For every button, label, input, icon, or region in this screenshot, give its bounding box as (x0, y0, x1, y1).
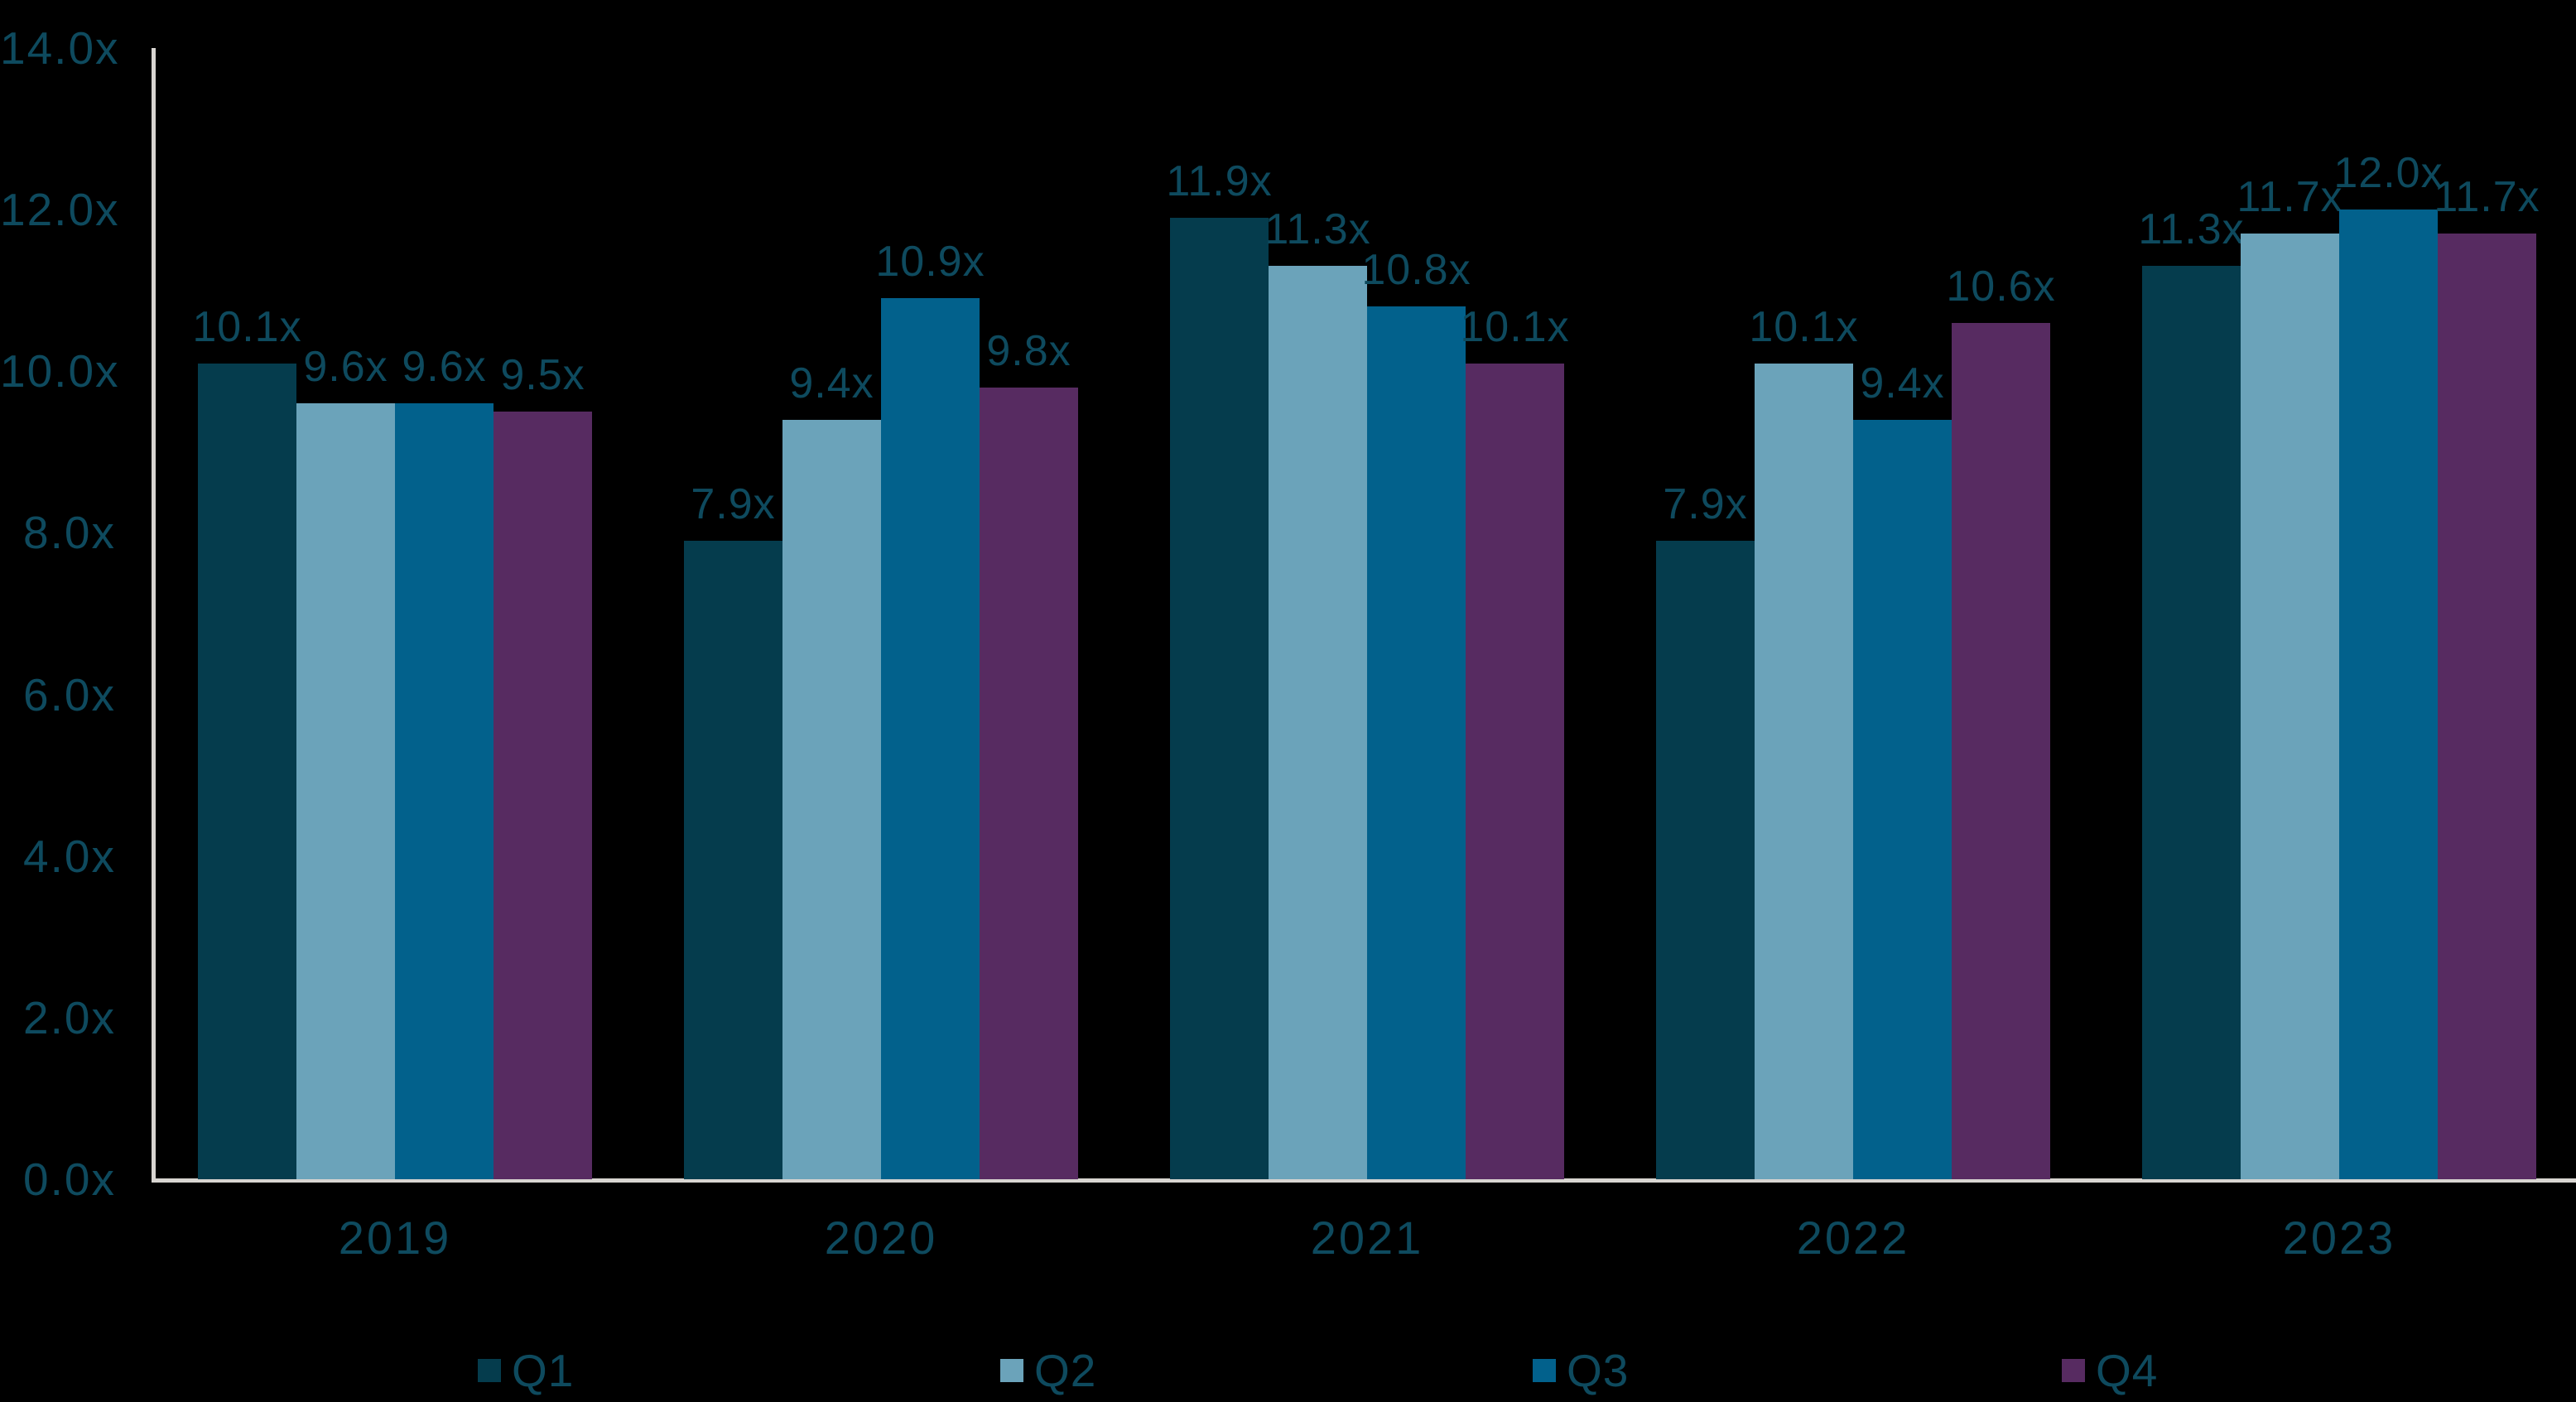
bar-q3-2022 (1853, 420, 1952, 1179)
x-tick-label-2019: 2019 (338, 1212, 452, 1264)
bar-value-label: 10.9x (875, 238, 985, 286)
bar-value-label: 12.0x (2333, 149, 2444, 197)
x-tick-label-2023: 2023 (2282, 1212, 2396, 1264)
bar-value-label: 10.1x (192, 303, 302, 351)
bar-value-label: 11.7x (2237, 173, 2343, 221)
bar-value-label: 11.7x (2434, 173, 2540, 221)
bar-value-label: 7.9x (1663, 480, 1748, 528)
y-tick-label: 2.0x (23, 992, 116, 1043)
bar-q4-2022 (1952, 323, 2050, 1179)
legend-label: Q3 (1567, 1345, 1630, 1396)
bar-q4-2021 (1466, 364, 1564, 1179)
x-tick-label-2022: 2022 (1796, 1212, 1910, 1264)
y-tick-label: 12.0x (0, 184, 120, 235)
bar-q3-2019 (395, 403, 494, 1179)
bar-value-label: 7.9x (691, 480, 776, 528)
legend-label: Q1 (512, 1345, 575, 1396)
bar-value-label: 10.8x (1361, 246, 1471, 294)
y-axis-line (152, 48, 156, 1183)
legend-swatch-q4 (2062, 1359, 2085, 1382)
bar-q3-2023 (2339, 210, 2438, 1179)
bar-value-label: 10.6x (1946, 263, 2056, 311)
y-tick-label: 10.0x (0, 345, 120, 397)
legend-item-q1: Q1 (478, 1345, 575, 1396)
y-tick-label: 8.0x (23, 507, 116, 558)
bar-value-label: 9.5x (500, 351, 585, 399)
bar-value-label: 9.4x (1860, 359, 1945, 407)
bar-q2-2019 (296, 403, 395, 1179)
bar-q4-2023 (2438, 234, 2536, 1179)
bar-value-label: 9.8x (986, 327, 1071, 375)
bar-q3-2021 (1367, 306, 1466, 1179)
bar-value-label: 11.3x (2138, 205, 2245, 253)
legend-item-q4: Q4 (2062, 1345, 2159, 1396)
bar-q1-2023 (2142, 266, 2241, 1179)
x-axis-line (152, 1178, 2576, 1183)
y-tick-label: 6.0x (23, 669, 116, 720)
bar-q4-2019 (494, 412, 592, 1179)
bar-q1-2021 (1170, 218, 1269, 1179)
y-tick-label: 14.0x (0, 22, 120, 74)
bar-value-label: 9.6x (303, 343, 388, 391)
bar-q2-2023 (2241, 234, 2339, 1179)
x-tick-label-2021: 2021 (1310, 1212, 1424, 1264)
bar-value-label: 9.4x (789, 359, 874, 407)
legend-label: Q4 (2096, 1345, 2159, 1396)
bar-q2-2022 (1755, 364, 1853, 1179)
bar-value-label: 9.6x (402, 343, 487, 391)
y-tick-label: 4.0x (23, 831, 116, 882)
bar-q3-2020 (881, 298, 980, 1179)
bar-q1-2020 (684, 541, 782, 1179)
bar-value-label: 10.1x (1460, 303, 1570, 351)
bar-value-label: 11.3x (1264, 205, 1371, 253)
bar-q1-2019 (198, 364, 296, 1179)
legend-item-q3: Q3 (1533, 1345, 1630, 1396)
bar-q4-2020 (980, 388, 1078, 1179)
bar-value-label: 10.1x (1749, 303, 1859, 351)
bar-q1-2022 (1656, 541, 1755, 1179)
y-tick-label: 0.0x (23, 1154, 116, 1205)
bar-q2-2020 (782, 420, 881, 1179)
legend-item-q2: Q2 (1000, 1345, 1097, 1396)
legend-swatch-q3 (1533, 1359, 1556, 1382)
legend-swatch-q1 (478, 1359, 501, 1382)
bar-value-label: 11.9x (1166, 157, 1273, 205)
legend-swatch-q2 (1000, 1359, 1023, 1382)
x-tick-label-2020: 2020 (824, 1212, 938, 1264)
bar-q2-2021 (1269, 266, 1367, 1179)
legend-label: Q2 (1034, 1345, 1097, 1396)
